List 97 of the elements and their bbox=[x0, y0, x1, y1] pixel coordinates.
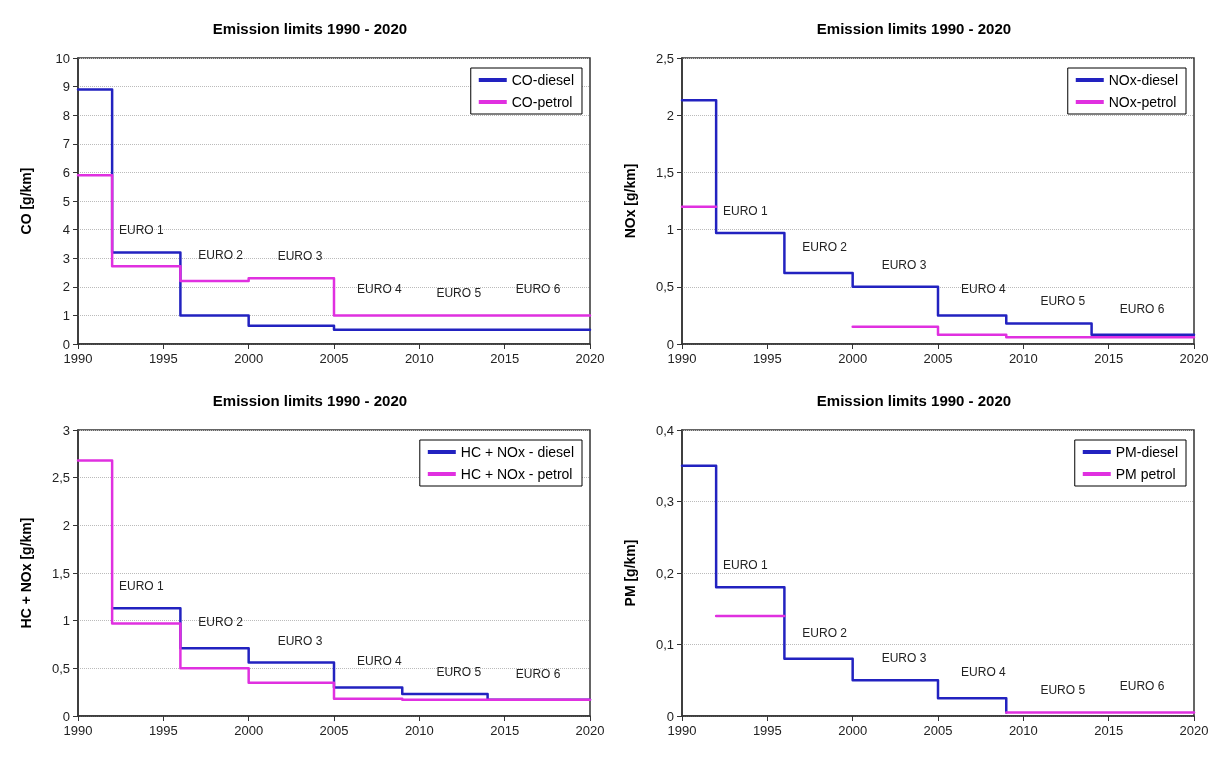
y-tick-label: 4 bbox=[62, 222, 70, 238]
y-tick-label: 2 bbox=[62, 517, 70, 533]
legend-label: PM-diesel bbox=[1115, 444, 1179, 460]
legend-label: HC + NOx - diesel bbox=[460, 444, 575, 460]
y-tick-label: 0 bbox=[62, 336, 70, 352]
x-tick-label: 2015 bbox=[1094, 723, 1124, 738]
x-tick-label: 1990 bbox=[667, 351, 697, 366]
x-tick-label: 2020 bbox=[575, 351, 605, 366]
y-axis-title: HC + NOx [g/km] bbox=[18, 517, 34, 629]
x-tick-label: 1995 bbox=[752, 723, 782, 738]
y-tick-label: 0,3 bbox=[655, 494, 674, 509]
annotation: EURO 3 bbox=[881, 257, 927, 272]
y-tick-label: 0,2 bbox=[655, 565, 674, 581]
y-tick-label: 2 bbox=[62, 279, 70, 295]
annotation: EURO 3 bbox=[277, 249, 323, 264]
x-tick-label: 2005 bbox=[319, 723, 349, 738]
annotation: EURO 4 bbox=[961, 665, 1007, 680]
y-tick-label: 0 bbox=[666, 708, 674, 724]
y-tick-label: 1,5 bbox=[655, 164, 674, 180]
annotation: EURO 5 bbox=[1040, 683, 1086, 698]
annotation: EURO 6 bbox=[1119, 679, 1165, 694]
annotation: EURO 6 bbox=[1119, 301, 1165, 316]
legend-label: NOx-diesel bbox=[1108, 72, 1179, 88]
legend-label: CO-petrol bbox=[511, 94, 573, 110]
y-tick-label: 6 bbox=[62, 164, 70, 180]
y-tick-label: 3 bbox=[62, 250, 70, 266]
x-tick-label: 1995 bbox=[148, 351, 178, 366]
x-tick-label: 1990 bbox=[667, 723, 697, 738]
annotation: EURO 6 bbox=[515, 282, 561, 297]
annotation: EURO 4 bbox=[357, 654, 403, 669]
x-tick-label: 2005 bbox=[923, 723, 953, 738]
annotation: EURO 1 bbox=[118, 223, 164, 238]
x-tick-label: 2000 bbox=[838, 351, 868, 366]
legend-label: NOx-petrol bbox=[1108, 94, 1177, 110]
y-tick-label: 8 bbox=[62, 107, 70, 123]
y-tick-label: 0,4 bbox=[655, 422, 674, 438]
annotation: EURO 5 bbox=[436, 665, 482, 680]
y-axis-title: NOx [g/km] bbox=[622, 163, 638, 239]
annotation: EURO 2 bbox=[198, 615, 244, 630]
x-tick-label: 1990 bbox=[63, 723, 93, 738]
y-tick-label: 5 bbox=[62, 193, 70, 209]
y-tick-label: 2,5 bbox=[655, 50, 674, 66]
x-tick-label: 2015 bbox=[490, 351, 520, 366]
x-tick-label: 1995 bbox=[752, 351, 782, 366]
chart-title: Emission limits 1990 - 2020 bbox=[212, 20, 408, 37]
x-tick-label: 2005 bbox=[319, 351, 349, 366]
y-tick-label: 2 bbox=[666, 107, 674, 123]
annotation: EURO 3 bbox=[881, 651, 927, 666]
y-axis-title: CO [g/km] bbox=[18, 167, 34, 235]
y-tick-label: 1 bbox=[666, 222, 674, 238]
legend-label: PM petrol bbox=[1115, 466, 1176, 482]
x-tick-label: 2015 bbox=[490, 723, 520, 738]
x-tick-label: 2020 bbox=[1179, 723, 1209, 738]
y-tick-label: 3 bbox=[62, 422, 70, 438]
y-axis-title: PM [g/km] bbox=[622, 539, 638, 607]
y-tick-label: 1 bbox=[62, 307, 70, 323]
annotation: EURO 5 bbox=[1040, 294, 1086, 309]
chart-title: Emission limits 1990 - 2020 bbox=[816, 392, 1012, 409]
y-tick-label: 1,5 bbox=[51, 565, 70, 581]
legend-label: HC + NOx - petrol bbox=[460, 466, 573, 482]
y-tick-label: 2,5 bbox=[51, 470, 70, 486]
y-tick-label: 10 bbox=[55, 50, 70, 66]
y-tick-label: 0,5 bbox=[51, 660, 70, 676]
annotation: EURO 1 bbox=[722, 558, 768, 573]
annotation: EURO 6 bbox=[515, 666, 561, 681]
annotation: EURO 1 bbox=[722, 204, 768, 219]
y-tick-label: 9 bbox=[62, 79, 70, 95]
annotation: EURO 1 bbox=[118, 579, 164, 594]
annotation: EURO 2 bbox=[802, 625, 848, 640]
annotation: EURO 2 bbox=[802, 240, 848, 255]
annotation: EURO 5 bbox=[436, 286, 482, 301]
annotation: EURO 4 bbox=[961, 282, 1007, 297]
legend-label: CO-diesel bbox=[511, 72, 575, 88]
y-tick-label: 0 bbox=[62, 708, 70, 724]
chart-title: Emission limits 1990 - 2020 bbox=[212, 392, 408, 409]
x-tick-label: 2000 bbox=[838, 723, 868, 738]
annotation: EURO 2 bbox=[198, 248, 244, 263]
annotation: EURO 4 bbox=[357, 282, 403, 297]
annotation: EURO 3 bbox=[277, 633, 323, 648]
x-tick-label: 2010 bbox=[404, 723, 434, 738]
y-tick-label: 0 bbox=[666, 336, 674, 352]
x-tick-label: 2000 bbox=[234, 351, 264, 366]
x-tick-label: 2005 bbox=[923, 351, 953, 366]
x-tick-label: 1995 bbox=[148, 723, 178, 738]
x-tick-label: 2010 bbox=[404, 351, 434, 366]
x-tick-label: 2010 bbox=[1008, 723, 1038, 738]
x-tick-label: 2010 bbox=[1008, 351, 1038, 366]
x-tick-label: 2020 bbox=[575, 723, 605, 738]
chart-title: Emission limits 1990 - 2020 bbox=[816, 20, 1012, 37]
y-tick-label: 0,1 bbox=[655, 637, 674, 652]
y-tick-label: 1 bbox=[62, 613, 70, 629]
x-tick-label: 2020 bbox=[1179, 351, 1209, 366]
y-tick-label: 7 bbox=[62, 136, 70, 152]
x-tick-label: 2015 bbox=[1094, 351, 1124, 366]
x-tick-label: 2000 bbox=[234, 723, 264, 738]
y-tick-label: 0,5 bbox=[655, 279, 674, 295]
x-tick-label: 1990 bbox=[63, 351, 93, 366]
